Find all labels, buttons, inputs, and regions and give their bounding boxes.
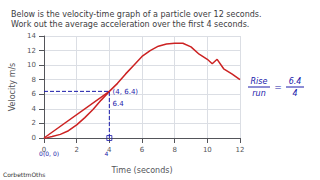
svg-text:12: 12 [236,146,245,154]
svg-text:2: 2 [74,146,78,154]
svg-text:(4, 6.4): (4, 6.4) [113,88,139,96]
svg-text:CorbettmOths: CorbettmOths [3,171,45,178]
svg-text:6.4: 6.4 [289,77,302,86]
svg-text:2: 2 [32,119,36,127]
svg-text:14: 14 [27,32,36,40]
svg-text:=: = [274,82,282,92]
svg-text:12: 12 [27,47,36,55]
svg-text:8: 8 [32,76,36,84]
svg-text:6: 6 [140,146,145,154]
svg-text:4: 4 [107,145,112,154]
svg-text:4: 4 [292,89,297,98]
svg-text:10: 10 [27,61,36,69]
svg-text:Velocity m/s: Velocity m/s [8,63,17,112]
svg-text:0: 0 [32,134,36,142]
svg-text:Below is the velocity-time gra: Below is the velocity-time graph of a pa… [11,10,262,19]
svg-text:4: 4 [32,105,37,113]
svg-text:8: 8 [172,146,176,154]
svg-text:10: 10 [203,146,212,154]
svg-text:4: 4 [104,150,108,157]
svg-text:0(0, 0): 0(0, 0) [39,150,59,157]
svg-text:Rise: Rise [251,77,268,86]
svg-text:Time (seconds): Time (seconds) [110,166,172,175]
svg-text:Work out the average accelerat: Work out the average acceleration over t… [11,20,249,29]
svg-text:6: 6 [32,90,37,98]
svg-text:run: run [252,89,265,98]
svg-text:6.4: 6.4 [113,100,125,108]
